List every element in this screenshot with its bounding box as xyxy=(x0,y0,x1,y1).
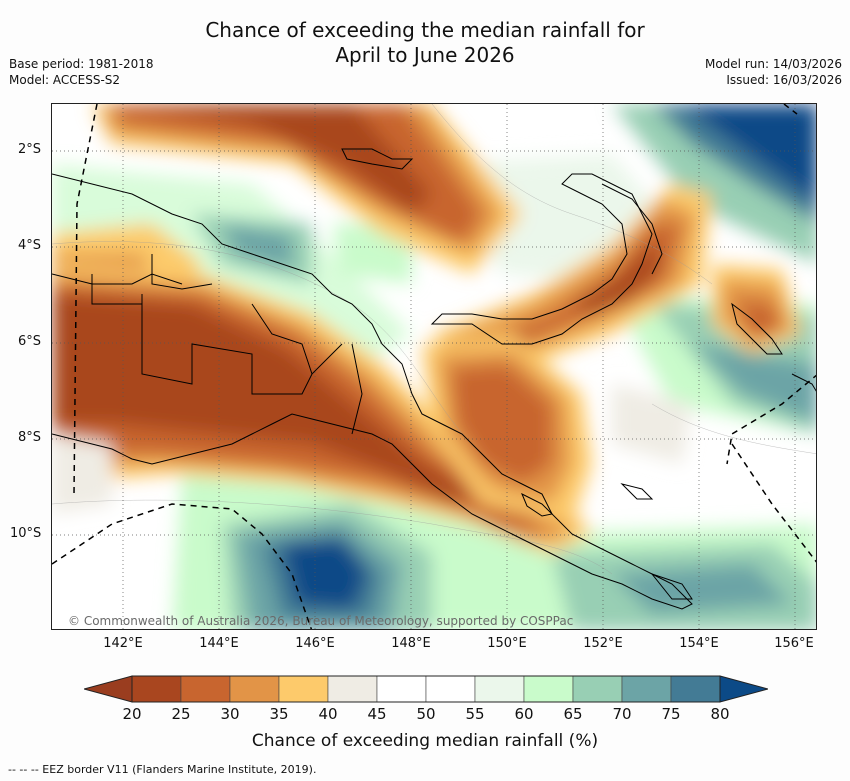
colorbar-tick-label: 35 xyxy=(269,705,289,723)
eez-footnote: -- -- -- EEZ border V11 (Flanders Marine… xyxy=(8,763,317,776)
lon-label-144e: 144°E xyxy=(199,636,239,651)
colorbar-cells xyxy=(131,675,721,703)
lat-label-8s: 8°S xyxy=(18,430,42,445)
eez-west xyxy=(73,104,98,495)
colorbar-cell xyxy=(131,675,182,703)
colorbar-cell xyxy=(327,675,378,703)
colorbar-tick-label: 70 xyxy=(612,705,632,723)
forecast-map xyxy=(51,103,817,630)
lon-label-148e: 148°E xyxy=(391,636,431,651)
colorbar-cell xyxy=(229,675,280,703)
colorbar-tick-label: 75 xyxy=(661,705,681,723)
lat-label-10s: 10°S xyxy=(10,526,42,541)
base-period-text: Base period: 1981-2018 xyxy=(9,57,154,71)
colorbar-tick-label: 45 xyxy=(367,705,387,723)
provincial-border-3 xyxy=(141,294,313,395)
png-mainland-coast xyxy=(52,173,693,610)
eez-east xyxy=(726,374,816,465)
provincial-border-5 xyxy=(351,343,363,435)
bougainville-coast xyxy=(731,302,783,355)
colorbar-tick-label: 25 xyxy=(171,705,191,723)
colorbar-tick-label: 30 xyxy=(220,705,240,723)
louisiade-coast xyxy=(650,572,693,600)
colorbar-cell xyxy=(523,675,574,703)
meta-left: Base period: 1981-2018 Model: ACCESS-S2 xyxy=(9,56,154,88)
colorbar-cell xyxy=(180,675,231,703)
lon-label-152e: 152°E xyxy=(583,636,623,651)
provincial-border-4 xyxy=(251,303,343,375)
colorbar-tick-label: 65 xyxy=(563,705,583,723)
colorbar-under-arrow xyxy=(84,675,133,703)
colorbar-cell xyxy=(278,675,329,703)
title-line-2: April to June 2026 xyxy=(335,43,515,67)
colorbar-tick-label: 80 xyxy=(710,705,730,723)
lon-label-156e: 156°E xyxy=(774,636,814,651)
rainfall-map-svg xyxy=(52,104,816,629)
manus-island-coast xyxy=(341,148,414,170)
colorbar-over-arrow xyxy=(719,675,768,703)
title-line-1: Chance of exceeding the median rainfall … xyxy=(205,18,645,42)
colorbar-tick-label: 55 xyxy=(465,705,485,723)
colorbar-ticks: 20 25 30 35 40 45 50 55 60 65 70 75 80 xyxy=(0,705,850,725)
probability-shading xyxy=(52,104,816,629)
colorbar-tick-label: 50 xyxy=(416,705,436,723)
colorbar-cell xyxy=(376,675,427,703)
lon-label-154e: 154°E xyxy=(679,636,719,651)
meta-right: Model run: 14/03/2026 Issued: 16/03/2026 xyxy=(705,56,842,88)
colorbar xyxy=(84,675,768,703)
issued-text: Issued: 16/03/2026 xyxy=(726,73,842,87)
colorbar-cell xyxy=(425,675,476,703)
colorbar-cell xyxy=(572,675,623,703)
map-credit: © Commonwealth of Australia 2026, Bureau… xyxy=(68,614,574,628)
colorbar-outline xyxy=(131,675,721,703)
lon-label-146e: 146°E xyxy=(295,636,335,651)
coastlines xyxy=(52,148,816,610)
colorbar-tick-label: 60 xyxy=(514,705,534,723)
colorbar-cell xyxy=(621,675,672,703)
new-ireland-coast xyxy=(601,183,663,275)
colorbar-title: Chance of exceeding median rainfall (%) xyxy=(251,731,599,751)
colorbar-cell xyxy=(474,675,525,703)
new-britain-coast xyxy=(430,173,653,345)
west-coast-segment xyxy=(52,273,183,285)
chart-title: Chance of exceeding the median rainfall … xyxy=(0,18,850,68)
model-run-text: Model run: 14/03/2026 xyxy=(704,57,842,71)
colorbar-tick-label: 20 xyxy=(122,705,142,723)
model-text: Model: ACCESS-S2 xyxy=(9,73,121,87)
colorbar-tick-label: 40 xyxy=(318,705,338,723)
lat-label-6s: 6°S xyxy=(18,334,42,349)
lon-label-150e: 150°E xyxy=(487,636,527,651)
provincial-border-1 xyxy=(151,254,213,290)
eez-north-east xyxy=(783,104,798,115)
lat-label-2s: 2°S xyxy=(18,142,42,157)
contour-lines xyxy=(52,104,816,575)
dentrecasteaux-coast xyxy=(521,492,554,517)
lon-label-142e: 142°E xyxy=(103,636,143,651)
lat-label-4s: 4°S xyxy=(18,238,42,253)
eez-south-east xyxy=(731,443,816,563)
colorbar-cell xyxy=(670,675,721,703)
solomon-coast xyxy=(791,373,816,392)
eez-border xyxy=(52,104,816,629)
trobriand-coast xyxy=(620,483,654,500)
